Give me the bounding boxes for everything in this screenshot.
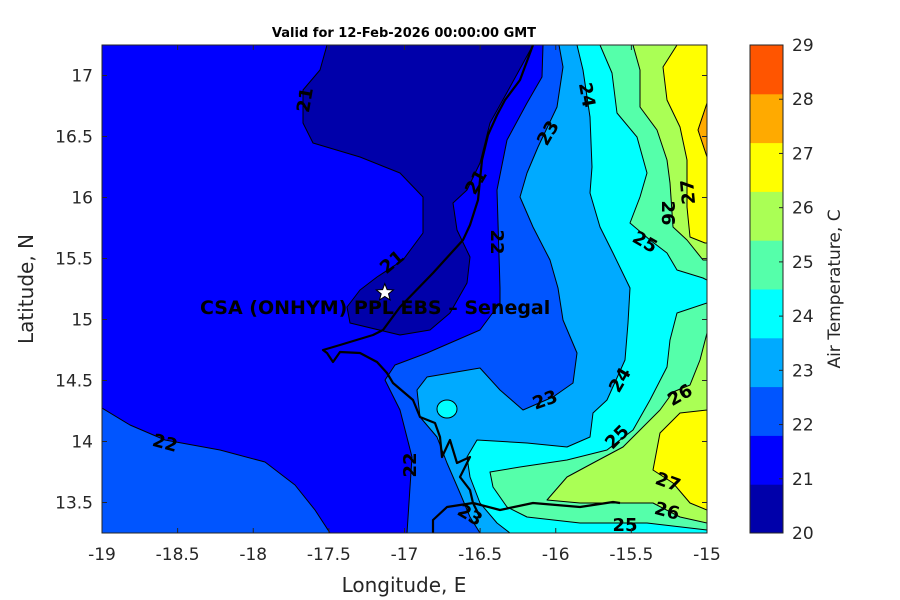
contour-label: 27: [677, 179, 700, 206]
y-tick-label: 15.5: [55, 250, 93, 270]
x-tick-label: -18.5: [156, 545, 200, 565]
x-tick-label: -16.5: [458, 545, 502, 565]
colorbar-band: [750, 386, 783, 436]
star-icon: [374, 282, 395, 302]
x-tick-label: -16: [542, 545, 570, 565]
y-tick-label: 14.5: [55, 372, 93, 392]
colorbar-frame: [749, 44, 784, 534]
contour-label: 22: [486, 229, 507, 254]
colorbar-band: [750, 142, 783, 192]
colorbar-band: [750, 435, 783, 485]
colorbar-tick-label: 21: [792, 470, 814, 490]
x-tick-label: -15: [693, 545, 721, 565]
colorbar-tick-label: 20: [792, 524, 814, 544]
band-22-23-sw: [102, 407, 331, 533]
x-axis: -19 -18.5 -18 -17.5 -17 -16.5 -16 -15.5 -15: [88, 45, 721, 565]
y-tick-label: 14: [71, 433, 93, 453]
band-24-25-island: [436, 399, 458, 419]
x-tick-label: -18: [239, 545, 267, 565]
colorbar-tick-label: 27: [792, 144, 814, 164]
y-axis-label: Latitude, N: [14, 234, 38, 344]
band-27-28-north: [662, 45, 707, 244]
colorbar-tick-label: 25: [792, 253, 814, 273]
site-annotation: CSA (ONHYM) PPL EBS – Senegal: [200, 297, 550, 319]
chart-title: Valid for 12-Feb-2026 00:00:00 GMT: [272, 26, 536, 41]
colorbar-band: [750, 337, 783, 388]
colorbar-tick-label: 26: [792, 199, 814, 219]
y-tick-label: 17: [71, 67, 93, 87]
colorbar-band: [750, 289, 783, 339]
contour-label: 22: [400, 452, 421, 477]
colorbar-band: [750, 191, 783, 241]
band-27-28-south: [652, 409, 707, 511]
colorbar-tick-label: 22: [792, 416, 814, 436]
contour-label: 24: [574, 81, 599, 109]
x-axis-label: Longitude, E: [342, 573, 467, 597]
colorbar-tick-label: 28: [792, 90, 814, 110]
colorbar-label: Air Temperature, C: [825, 209, 845, 368]
contour-label: 26: [657, 200, 678, 225]
colorbar-tick-label: 24: [792, 307, 814, 327]
colorbar-band: [750, 45, 783, 95]
contour-label: 21: [293, 86, 318, 114]
contour-fill: [102, 45, 707, 533]
colorbar-band: [750, 484, 783, 534]
colorbar-tick-label: 23: [792, 361, 814, 381]
x-tick-label: -15.5: [609, 545, 653, 565]
colorbar: 20 21 22 23 24 25 26 27 28 29: [749, 36, 814, 544]
y-tick-label: 16.5: [55, 128, 93, 148]
coastline: [321, 45, 621, 533]
colorbar-tick-label: 29: [792, 36, 814, 56]
y-tick-label: 16: [71, 189, 93, 209]
x-tick-label: -17.5: [307, 545, 351, 565]
x-tick-label: -19: [88, 545, 116, 565]
y-tick-label: 13.5: [55, 494, 93, 514]
y-axis: 13.5 14 14.5 15 15.5 16 16.5 17: [55, 67, 707, 514]
x-tick-label: -17: [391, 545, 419, 565]
band-28-29: [697, 102, 707, 158]
y-tick-label: 15: [71, 311, 93, 331]
colorbar-band: [750, 240, 783, 290]
band-20-21: [302, 45, 534, 336]
colorbar-band: [750, 93, 783, 144]
